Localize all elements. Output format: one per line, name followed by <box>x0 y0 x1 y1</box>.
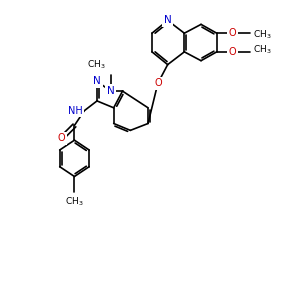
Text: N: N <box>107 86 115 96</box>
Text: NH: NH <box>68 106 82 116</box>
Text: CH$_3$: CH$_3$ <box>65 195 84 208</box>
Text: N: N <box>93 76 101 86</box>
Text: CH$_3$: CH$_3$ <box>87 59 106 71</box>
Text: O: O <box>229 28 236 38</box>
Text: O: O <box>229 47 236 57</box>
Text: N: N <box>164 15 172 26</box>
Text: CH$_3$: CH$_3$ <box>253 29 272 41</box>
Text: CH$_3$: CH$_3$ <box>253 44 272 56</box>
Text: O: O <box>154 78 162 88</box>
Text: O: O <box>58 133 65 143</box>
